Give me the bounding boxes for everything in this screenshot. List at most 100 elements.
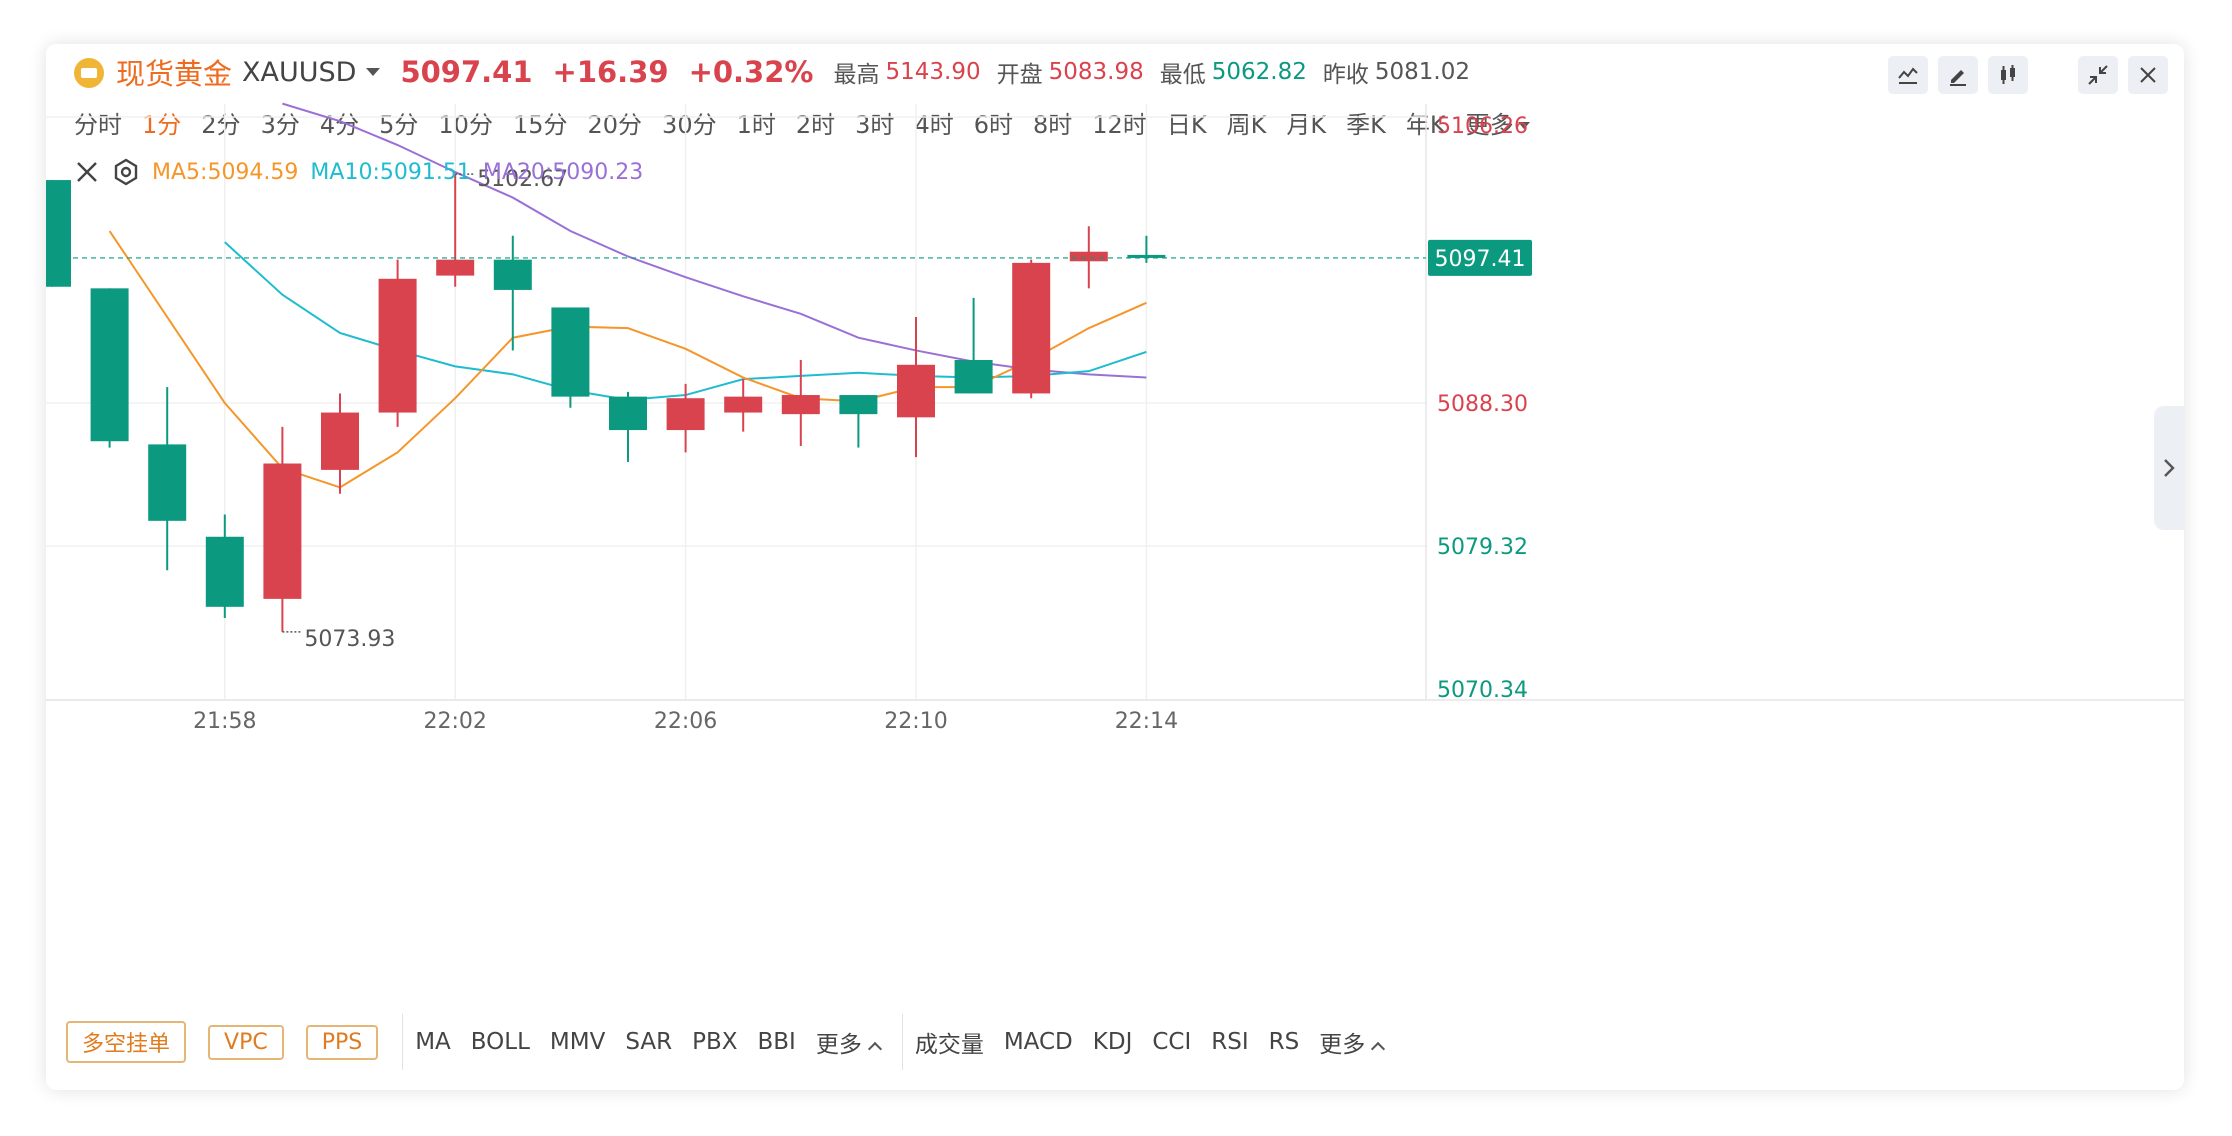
price-change-pct: +0.32% <box>688 55 814 89</box>
bottom-toolbar: 多空挂单 VPC PPS MA BOLL MMV SAR PBX BBI 更多 成交量 MACD KDJ… <box>46 1004 2184 1084</box>
close-icon[interactable] <box>2128 56 2168 94</box>
sub-indicator-2[interactable]: KDJ <box>1092 1029 1133 1055</box>
order-button-1[interactable]: VPC <box>208 1024 284 1060</box>
y-tick-label: 5070.34 <box>1437 678 1528 703</box>
candle-body <box>724 396 763 413</box>
collapse-icon[interactable] <box>2078 56 2118 94</box>
x-tick-label: 22:02 <box>423 709 486 734</box>
period-tab-0[interactable]: 分时 <box>74 110 122 139</box>
header: 现货黄金 XAUUSD 5097.41 +16.39 +0.32% 最高 514… <box>46 44 2184 96</box>
period-tab-22[interactable]: 更多 <box>1466 105 1530 140</box>
period-tab-11[interactable]: 2时 <box>795 110 836 139</box>
chevron-up-icon <box>867 1041 882 1057</box>
sub-indicator-more[interactable]: 更多 <box>1319 1025 1386 1059</box>
current-price-badge <box>1428 239 1532 276</box>
x-tick-label: 22:10 <box>884 709 947 734</box>
order-button-0[interactable]: 多空挂单 <box>66 1021 187 1063</box>
max-annotation-label: 5102.67 <box>477 167 568 192</box>
period-tab-17[interactable]: 日K <box>1166 110 1207 139</box>
period-tab-9[interactable]: 30分 <box>662 110 717 139</box>
y-tick-label: 5079.32 <box>1437 535 1528 560</box>
main-indicator-more[interactable]: 更多 <box>816 1025 882 1059</box>
ma20-value: MA20:5090.23 <box>482 159 644 185</box>
period-tab-13[interactable]: 4时 <box>914 110 954 139</box>
low-value: 5062.82 <box>1211 59 1307 85</box>
period-tab-16[interactable]: 12时 <box>1092 110 1147 139</box>
settings-icon[interactable] <box>112 158 140 186</box>
main-indicator-mmv[interactable]: MMV <box>549 1029 606 1055</box>
gold-icon <box>74 58 104 88</box>
candlestick-chart[interactable]: 5097.41 5106.26 5088.30 5079.32 5070.34 21:58… <box>46 44 2184 1004</box>
main-indicator-sar[interactable]: SAR <box>625 1029 673 1055</box>
candle-body <box>90 288 129 442</box>
toolbar-divider <box>901 1014 903 1070</box>
sub-indicator-0[interactable]: 成交量 <box>914 1032 984 1058</box>
price-change: +16.39 <box>552 55 669 89</box>
ma10-value: MA10:5091.51 <box>310 159 471 185</box>
candle-body <box>781 395 820 415</box>
main-indicator-boll[interactable]: BOLL <box>470 1029 530 1055</box>
period-tab-3[interactable]: 3分 <box>260 110 300 139</box>
candle-body <box>378 278 417 413</box>
open-value: 5083.98 <box>1048 59 1144 85</box>
prev-close-label: 昨收 <box>1322 62 1369 88</box>
instrument-title: 现货黄金 <box>116 57 233 91</box>
candle-body <box>148 444 187 521</box>
period-tab-1[interactable]: 1分 <box>142 110 182 139</box>
expand-side-panel[interactable] <box>2154 406 2184 530</box>
candle-body <box>954 360 993 394</box>
period-tab-10[interactable]: 1时 <box>736 110 776 139</box>
candle-style-icon[interactable] <box>1988 56 2028 94</box>
x-tick-label: 22:06 <box>654 709 717 734</box>
y-tick-label: 5088.30 <box>1437 392 1528 417</box>
candle-body <box>46 180 71 287</box>
sub-indicator-1[interactable]: MACD <box>1003 1029 1073 1055</box>
sub-indicator-5[interactable]: RS <box>1268 1029 1300 1055</box>
high-value: 5143.90 <box>885 59 981 85</box>
period-tab-18[interactable]: 周K <box>1226 110 1267 139</box>
candle-body <box>205 536 244 607</box>
high-label: 最高 <box>833 62 880 88</box>
sub-indicator-3[interactable]: CCI <box>1152 1029 1192 1055</box>
candle-body <box>263 463 302 599</box>
period-tab-6[interactable]: 10分 <box>438 110 493 139</box>
candle-body <box>1069 251 1108 262</box>
x-tick-label: 22:14 <box>1115 709 1178 734</box>
period-tab-2[interactable]: 2分 <box>201 110 241 139</box>
symbol-selector[interactable]: XAUUSD <box>242 56 357 88</box>
chevron-down-icon <box>1517 122 1530 129</box>
chevron-right-icon <box>2164 459 2175 477</box>
period-tab-8[interactable]: 20分 <box>587 110 643 139</box>
draw-pen-icon[interactable] <box>1938 56 1978 94</box>
main-indicator-ma[interactable]: MA <box>415 1029 451 1055</box>
period-tab-19[interactable]: 月K <box>1286 110 1327 139</box>
period-tab-14[interactable]: 6时 <box>973 110 1013 139</box>
toolbar-divider <box>402 1014 404 1070</box>
close-icon[interactable] <box>74 159 100 185</box>
ma-legend: MA5:5094.59 MA10:5091.51 MA20:5090.23 <box>74 152 655 192</box>
y-tick-label: 5106.26 <box>1437 114 1528 139</box>
period-tab-12[interactable]: 3时 <box>855 110 895 139</box>
main-indicator-bbi[interactable]: BBI <box>757 1029 796 1055</box>
ma5-value: MA5:5094.59 <box>152 159 299 185</box>
period-tabs: 分时 1分 2分 3分 4分 5分 10分 15分 20分 30分 1时 2时 3时 4时 6时 8时 12时日… <box>74 100 1550 144</box>
candle-body <box>551 307 590 397</box>
period-tab-20[interactable]: 季K <box>1346 110 1386 139</box>
candle-body <box>1012 262 1051 394</box>
x-tick-label: 21:58 <box>193 709 256 734</box>
candle-body <box>666 398 705 431</box>
candle-body <box>897 364 935 418</box>
period-tab-5[interactable]: 5分 <box>379 110 419 139</box>
period-tab-4[interactable]: 4分 <box>319 110 360 139</box>
period-tab-7[interactable]: 15分 <box>512 110 568 139</box>
sub-indicator-4[interactable]: RSI <box>1211 1029 1249 1055</box>
line-chart-icon[interactable] <box>1888 56 1928 94</box>
period-tab-15[interactable]: 8时 <box>1033 110 1073 139</box>
main-indicator-pbx[interactable]: PBX <box>692 1029 738 1055</box>
candle-body <box>436 259 475 276</box>
order-button-2[interactable]: PPS <box>305 1024 379 1060</box>
chart-panel: 现货黄金 XAUUSD 5097.41 +16.39 +0.32% 最高 514… <box>46 44 2184 1090</box>
chevron-down-icon[interactable] <box>366 68 381 76</box>
candle-body <box>493 259 532 290</box>
candle-body <box>321 412 359 470</box>
